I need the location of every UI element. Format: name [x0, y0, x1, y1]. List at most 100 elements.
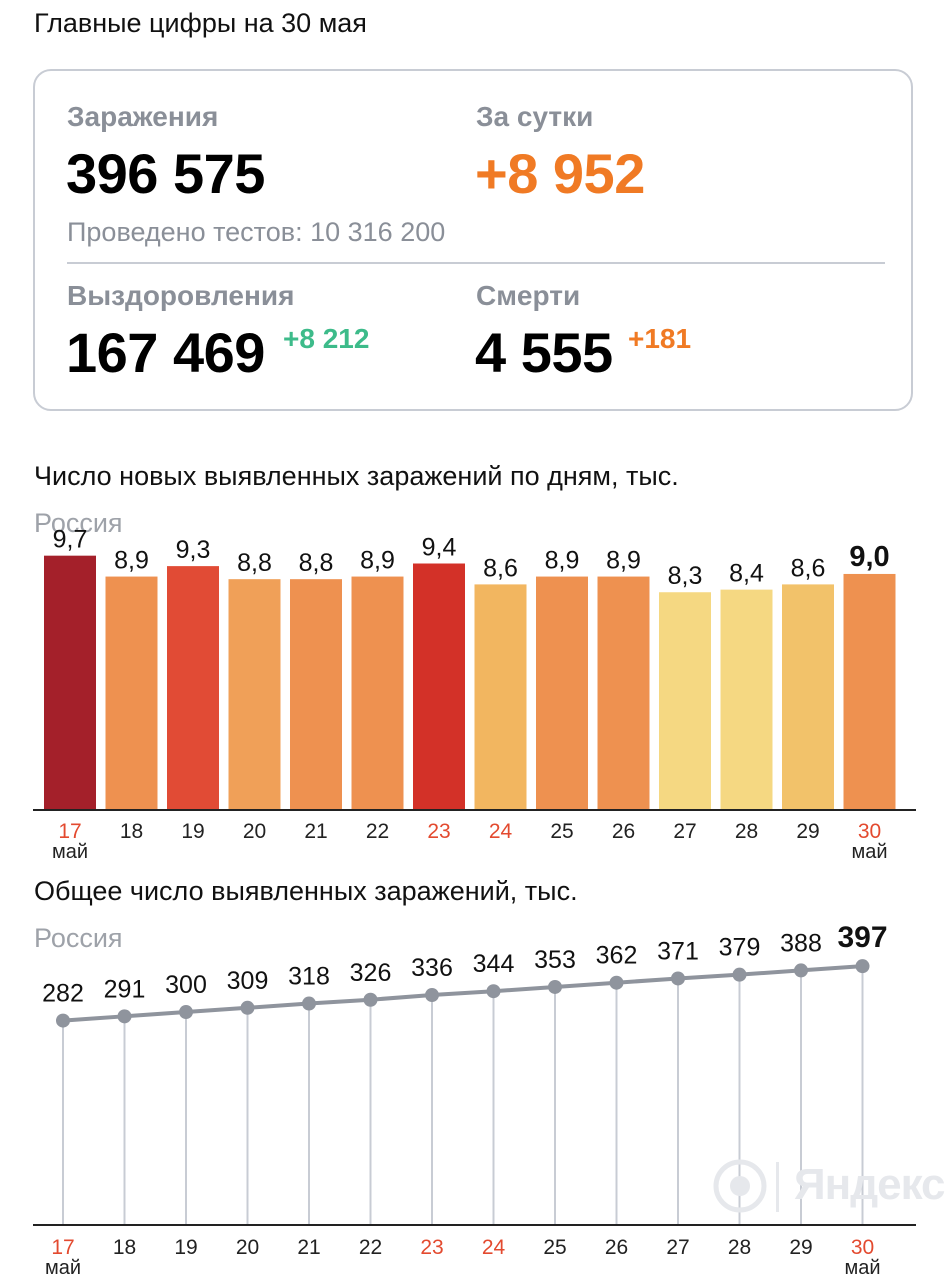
- deaths-delta: +181: [628, 323, 692, 354]
- tests-count: Проведено тестов: 10 316 200: [67, 217, 446, 247]
- daily-chart-region: Россия: [34, 508, 123, 538]
- bar-24: [474, 584, 527, 809]
- x-tick-label: 22: [366, 820, 389, 843]
- bar-20: [228, 579, 281, 809]
- data-point-17: [56, 1013, 70, 1028]
- x-tick-label: 18: [113, 1236, 136, 1259]
- point-value-label: 318: [288, 963, 330, 991]
- yandex-logo-text: Яндекс: [794, 1160, 946, 1209]
- point-value-label: 309: [227, 967, 269, 995]
- bar-17: [44, 555, 96, 809]
- x-tick-label: 19: [181, 820, 204, 843]
- x-tick-label: 27: [666, 1236, 689, 1259]
- total-chart-title: Общее число выявленных заражений, тыс.: [34, 876, 578, 906]
- deaths-label: Смерти: [476, 280, 581, 311]
- summary-card: Заражения 396 575 За сутки +8 952 Провед…: [33, 69, 913, 411]
- x-tick-label: 28: [728, 1236, 751, 1259]
- data-point-24: [486, 984, 501, 999]
- data-point-22: [363, 992, 378, 1007]
- x-month-label: май: [844, 1257, 880, 1279]
- bar-21: [290, 579, 342, 809]
- x-tick-label: 29: [796, 820, 819, 843]
- point-value-label: 291: [104, 975, 146, 1003]
- bar-value-label: 8,8: [237, 549, 272, 577]
- x-tick-label: 24: [482, 1236, 506, 1259]
- bar-18: [105, 576, 158, 809]
- bar-value-label: 9,4: [422, 534, 457, 562]
- bar-value-label: 8,9: [545, 547, 580, 575]
- point-value-label: 388: [780, 929, 822, 957]
- x-tick-label: 25: [543, 1236, 566, 1259]
- point-value-label: 300: [165, 971, 207, 999]
- recoveries-label: Выздоровления: [67, 280, 295, 311]
- x-tick-label: 19: [174, 1236, 197, 1259]
- x-tick-label: 25: [550, 820, 573, 843]
- x-tick-label: 28: [735, 820, 758, 843]
- point-value-label: 379: [719, 934, 761, 962]
- x-tick-label: 29: [789, 1236, 812, 1259]
- x-tick-label: 18: [120, 820, 143, 843]
- x-tick-label: 21: [297, 1236, 320, 1259]
- point-value-label: 282: [42, 980, 84, 1008]
- point-value-label: 353: [534, 946, 576, 974]
- x-tick-label: 23: [420, 1236, 443, 1259]
- x-tick-label: 17: [58, 820, 81, 843]
- yandex-logo-icon: [713, 1159, 779, 1213]
- x-tick-label: 21: [304, 820, 327, 843]
- series-line: [62, 964, 863, 1023]
- x-month-label: май: [851, 841, 887, 863]
- bar-value-label: 8,9: [360, 547, 395, 575]
- daily-label: За сутки: [476, 101, 594, 132]
- point-value-label: 371: [657, 937, 699, 965]
- bar-value-label: 8,8: [299, 549, 334, 577]
- data-point-25: [548, 979, 562, 994]
- x-tick-label: 23: [427, 820, 450, 843]
- point-value-label: 397: [837, 921, 887, 954]
- bar-value-label: 9,3: [176, 536, 211, 564]
- bar-value-label: 8,9: [114, 547, 149, 575]
- data-point-30: [855, 959, 870, 974]
- x-tick-label: 24: [489, 820, 513, 843]
- total-line-chart: 282 17 май 291 18 300 19 309 20 318 21 326 22 336 23 34…: [33, 921, 916, 1279]
- bar-22: [351, 576, 404, 809]
- x-month-label: май: [52, 841, 88, 863]
- bar-28: [720, 589, 773, 809]
- infections-value: 396 575: [66, 142, 265, 205]
- bar-value-label: 8,6: [483, 554, 518, 582]
- bar-19: [167, 566, 219, 809]
- x-tick-label: 17: [51, 1236, 74, 1259]
- bar-27: [659, 592, 711, 809]
- total-chart-region: Россия: [34, 923, 123, 953]
- data-point-18: [117, 1009, 132, 1024]
- data-point-23: [425, 988, 439, 1003]
- data-point-21: [302, 996, 316, 1011]
- recoveries-delta: +8 212: [283, 323, 370, 354]
- point-value-label: 362: [596, 942, 638, 970]
- summary-divider: [67, 262, 885, 264]
- bar-value-label: 8,4: [729, 560, 764, 588]
- bar-23: [413, 563, 465, 809]
- data-point-19: [179, 1005, 193, 1020]
- infections-label: Заражения: [67, 101, 219, 132]
- deaths-value: 4 555: [475, 321, 613, 384]
- bar-value-label: 9,7: [53, 526, 88, 554]
- bar-30: [843, 573, 896, 809]
- page-title: Главные цифры на 30 мая: [34, 8, 367, 38]
- x-tick-label: 26: [605, 1236, 628, 1259]
- x-tick-label: 20: [236, 1236, 259, 1259]
- bar-value-label: 9,0: [849, 541, 889, 573]
- data-point-29: [794, 963, 808, 978]
- data-point-28: [732, 967, 747, 982]
- x-tick-label: 30: [851, 1236, 874, 1259]
- bar-value-label: 8,9: [606, 547, 641, 575]
- x-tick-label: 27: [673, 820, 696, 843]
- x-tick-label: 22: [359, 1236, 382, 1259]
- point-value-label: 336: [411, 954, 453, 982]
- data-point-27: [671, 971, 685, 986]
- point-value-label: 344: [473, 950, 515, 978]
- data-point-20: [240, 1000, 255, 1015]
- daily-value: +8 952: [475, 142, 645, 205]
- x-tick-label: 26: [612, 820, 635, 843]
- point-value-label: 326: [350, 959, 392, 987]
- x-tick-label: 30: [858, 820, 881, 843]
